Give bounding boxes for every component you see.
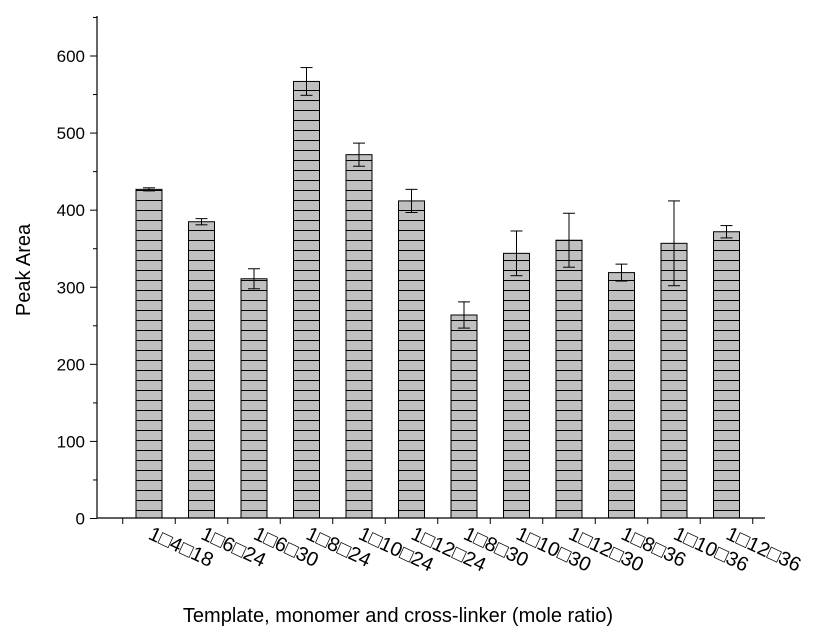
bar: [293, 80, 320, 519]
y-tick-label: 300: [57, 278, 85, 297]
axes-group: [96, 16, 765, 519]
bar: [345, 154, 373, 519]
x-axis-title: Template, monomer and cross-linker (mole…: [183, 605, 613, 627]
bar: [398, 200, 425, 519]
bar: [240, 278, 268, 519]
bar: [188, 221, 215, 519]
bar: [135, 188, 163, 519]
y-ticks-group: 0 100 200 300 400 500 600: [57, 16, 97, 529]
bar: [713, 231, 740, 519]
y-axis-title: Peak Area: [13, 223, 35, 316]
bar: [608, 272, 635, 519]
y-tick-label: 500: [57, 124, 85, 143]
y-tick-label: 600: [57, 47, 85, 66]
y-tick-label: 400: [57, 201, 85, 220]
y-tick-label: 100: [57, 432, 85, 451]
x-ticks-group: 1□4□181□6□241□6□301□8□241□10□241□12□241□…: [122, 518, 804, 577]
bars-group: [135, 80, 740, 519]
error-bars-group: [143, 67, 733, 329]
y-tick-label: 0: [76, 510, 85, 529]
bar: [503, 252, 530, 519]
bar: [450, 314, 478, 519]
bar: [660, 242, 688, 519]
bar: [555, 239, 583, 519]
y-tick-label: 200: [57, 355, 85, 374]
